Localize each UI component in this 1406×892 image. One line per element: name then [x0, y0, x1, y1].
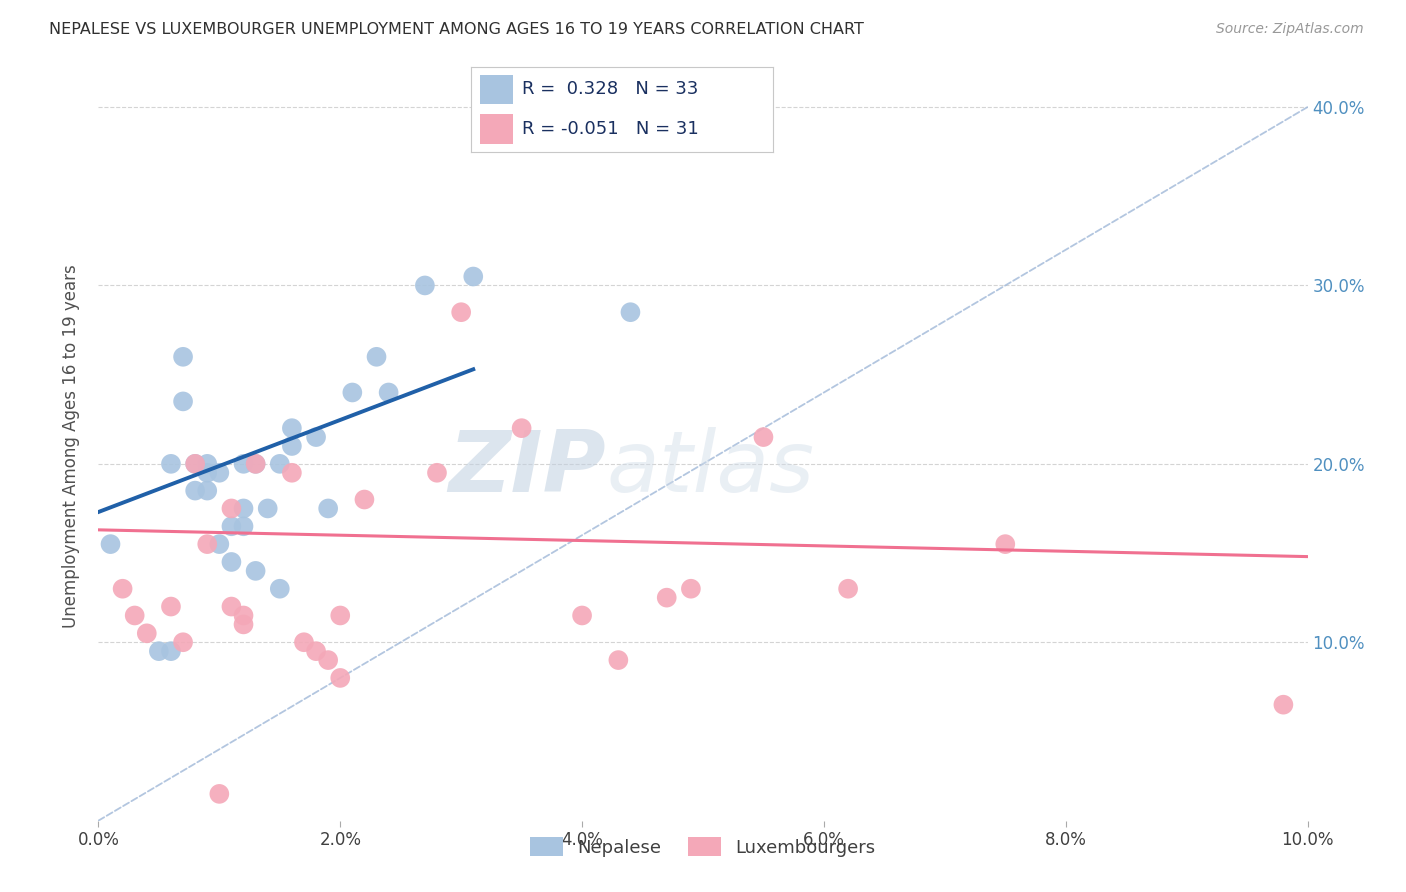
- Nepalese: [245, 457, 267, 471]
- Nepalese: [305, 430, 328, 444]
- Text: ZIP: ZIP: [449, 427, 606, 510]
- Luxembourgers: [994, 537, 1017, 551]
- Luxembourgers: [571, 608, 593, 623]
- Luxembourgers: [195, 537, 218, 551]
- Nepalese: [232, 457, 254, 471]
- Nepalese: [413, 278, 436, 293]
- Nepalese: [342, 385, 364, 400]
- Nepalese: [184, 483, 207, 498]
- Luxembourgers: [184, 457, 207, 471]
- Text: NEPALESE VS LUXEMBOURGER UNEMPLOYMENT AMONG AGES 16 TO 19 YEARS CORRELATION CHAR: NEPALESE VS LUXEMBOURGER UNEMPLOYMENT AM…: [49, 22, 865, 37]
- Luxembourgers: [510, 421, 533, 435]
- Luxembourgers: [353, 492, 375, 507]
- Nepalese: [184, 457, 207, 471]
- Luxembourgers: [281, 466, 304, 480]
- Legend: Nepalese, Luxembourgers: Nepalese, Luxembourgers: [523, 830, 883, 864]
- Luxembourgers: [172, 635, 194, 649]
- Luxembourgers: [450, 305, 472, 319]
- Nepalese: [100, 537, 122, 551]
- Nepalese: [232, 519, 254, 533]
- Luxembourgers: [232, 617, 254, 632]
- Nepalese: [269, 582, 291, 596]
- Luxembourgers: [679, 582, 702, 596]
- Luxembourgers: [221, 599, 243, 614]
- Nepalese: [148, 644, 170, 658]
- Luxembourgers: [292, 635, 315, 649]
- FancyBboxPatch shape: [479, 114, 513, 144]
- Nepalese: [316, 501, 339, 516]
- Nepalese: [232, 501, 254, 516]
- Nepalese: [366, 350, 388, 364]
- Luxembourgers: [752, 430, 775, 444]
- Nepalese: [160, 644, 183, 658]
- FancyBboxPatch shape: [479, 75, 513, 104]
- Luxembourgers: [160, 599, 183, 614]
- Nepalese: [281, 421, 304, 435]
- Text: Source: ZipAtlas.com: Source: ZipAtlas.com: [1216, 22, 1364, 37]
- Nepalese: [208, 537, 231, 551]
- Luxembourgers: [135, 626, 157, 640]
- Nepalese: [281, 439, 304, 453]
- Luxembourgers: [124, 608, 146, 623]
- Nepalese: [172, 350, 194, 364]
- Text: R = -0.051   N = 31: R = -0.051 N = 31: [523, 120, 699, 137]
- Luxembourgers: [426, 466, 449, 480]
- Nepalese: [256, 501, 278, 516]
- Nepalese: [221, 555, 243, 569]
- Nepalese: [377, 385, 399, 400]
- Nepalese: [619, 305, 641, 319]
- Nepalese: [195, 457, 218, 471]
- Nepalese: [269, 457, 291, 471]
- Nepalese: [208, 466, 231, 480]
- Luxembourgers: [329, 671, 352, 685]
- Y-axis label: Unemployment Among Ages 16 to 19 years: Unemployment Among Ages 16 to 19 years: [62, 264, 80, 628]
- Nepalese: [195, 483, 218, 498]
- Text: atlas: atlas: [606, 427, 814, 510]
- Luxembourgers: [655, 591, 678, 605]
- Luxembourgers: [111, 582, 134, 596]
- Luxembourgers: [316, 653, 339, 667]
- Luxembourgers: [245, 457, 267, 471]
- Nepalese: [221, 519, 243, 533]
- Nepalese: [245, 564, 267, 578]
- Luxembourgers: [329, 608, 352, 623]
- Luxembourgers: [221, 501, 243, 516]
- Nepalese: [160, 457, 183, 471]
- Luxembourgers: [232, 608, 254, 623]
- Nepalese: [195, 466, 218, 480]
- Luxembourgers: [208, 787, 231, 801]
- Luxembourgers: [1272, 698, 1295, 712]
- Nepalese: [172, 394, 194, 409]
- Luxembourgers: [305, 644, 328, 658]
- Nepalese: [463, 269, 485, 284]
- Luxembourgers: [607, 653, 630, 667]
- Text: R =  0.328   N = 33: R = 0.328 N = 33: [523, 80, 699, 98]
- Luxembourgers: [837, 582, 859, 596]
